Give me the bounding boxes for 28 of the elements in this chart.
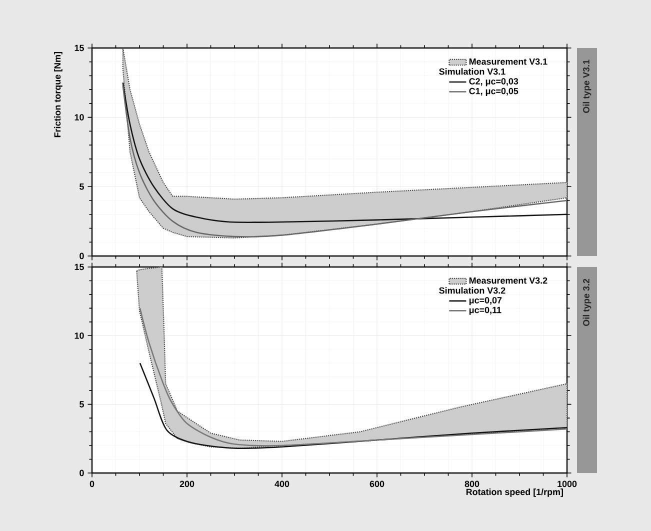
y2-axis-title: Oil type 3.2 xyxy=(582,278,592,326)
legend-label: C2, μc=0,03 xyxy=(469,78,518,86)
legend-label: Measurement V3.2 xyxy=(469,277,548,284)
legend-label: μc=0,11 xyxy=(469,306,502,315)
y-tick-label: 0 xyxy=(80,252,84,260)
y-tick-label: 5 xyxy=(80,184,84,190)
annotation: Simulation V3.2 xyxy=(439,287,506,294)
x-tick-label: 1000 xyxy=(558,480,577,488)
x-axis-title: Rotation speed [1/rpm] xyxy=(466,488,563,497)
line-series xyxy=(139,362,568,450)
x-tick-label: 600 xyxy=(370,480,384,488)
x-tick-label: 200 xyxy=(180,480,194,488)
x-tick-label: 0 xyxy=(90,480,94,488)
legend-label: μc=0,07 xyxy=(469,297,502,306)
y2-axis-title: Oil type V3.1 xyxy=(582,60,592,113)
y-tick-label: 15 xyxy=(74,44,84,52)
x-tick-label: 400 xyxy=(274,480,290,488)
y-tick-label: 10 xyxy=(74,332,84,339)
y-tick-label: 0 xyxy=(80,470,84,476)
legend-label: Measurement V3.1 xyxy=(469,58,548,65)
y-axis-title: Friction torque [Nm] xyxy=(54,52,62,138)
line-series xyxy=(139,308,568,446)
y-tick-label: 5 xyxy=(80,401,84,408)
annotation: Simulation V3.1 xyxy=(439,68,506,75)
y-tick-label: 15 xyxy=(74,264,84,270)
legend-label: C1, μc=0,05 xyxy=(469,88,518,96)
x-tick-label: 800 xyxy=(464,480,480,488)
y-tick-label: 10 xyxy=(74,114,84,120)
